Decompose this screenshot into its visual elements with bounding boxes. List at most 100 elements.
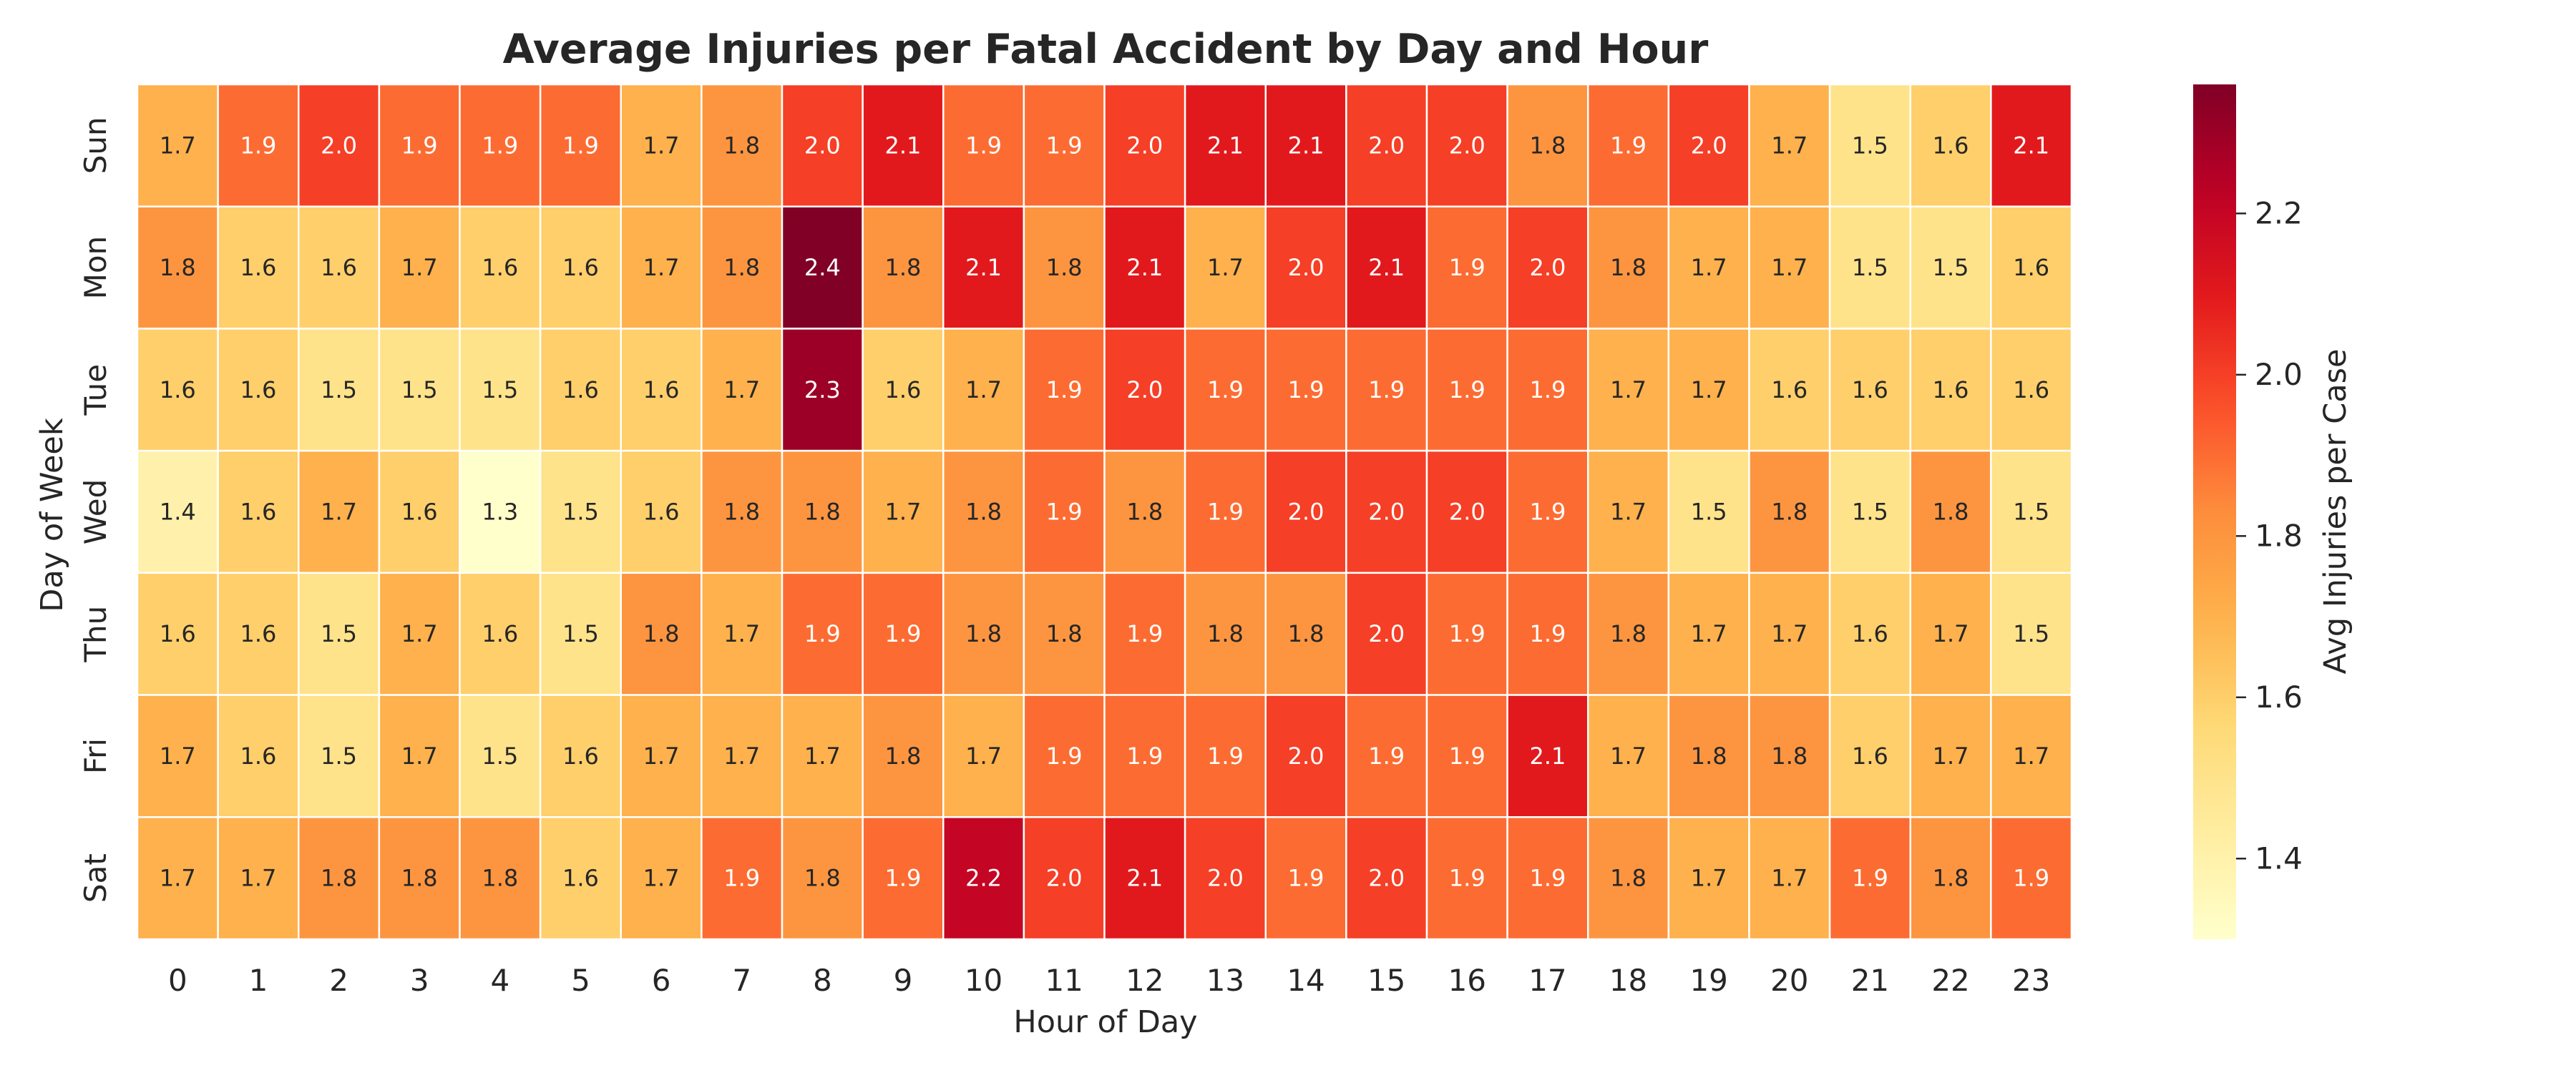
heatmap-cell bbox=[1425, 449, 1508, 574]
x-tick-label: 6 bbox=[652, 963, 671, 998]
heatmap-cell bbox=[298, 449, 381, 574]
y-tick-label: Fri bbox=[78, 738, 113, 774]
cell-value-label: 1.6 bbox=[1771, 376, 1807, 403]
cell-value-label: 1.7 bbox=[643, 743, 680, 770]
x-axis-ticks: 0 1 2 3 4 5 6 7 8 9 10 11 12 13 14 15 16 17 18 19 20 21 22 23 bbox=[168, 963, 2050, 998]
heatmap-cell bbox=[781, 816, 864, 941]
heatmap-cell bbox=[620, 328, 703, 452]
cell-value-label: 1.8 bbox=[1288, 620, 1324, 647]
cell-value-label: 1.7 bbox=[723, 620, 760, 647]
x-tick-label: 22 bbox=[1931, 963, 1969, 998]
heatmap-cell bbox=[781, 572, 864, 696]
cell-value-label: 1.9 bbox=[1207, 376, 1244, 403]
heatmap-cell bbox=[701, 694, 784, 818]
cell-value-label: 1.5 bbox=[2013, 499, 2049, 526]
cell-value-label: 1.8 bbox=[804, 865, 841, 892]
heatmap-cell bbox=[701, 816, 784, 941]
heatmap-cell bbox=[217, 816, 300, 941]
heatmap-cell bbox=[298, 694, 381, 818]
cell-value-label: 2.0 bbox=[1288, 743, 1324, 770]
heatmap-cell bbox=[1990, 572, 2073, 696]
cell-value-label: 1.8 bbox=[1691, 743, 1727, 770]
cell-value-label: 2.0 bbox=[1207, 865, 1244, 892]
cell-value-label: 1.5 bbox=[321, 620, 357, 647]
heatmap-cell bbox=[1909, 572, 1992, 696]
cell-value-label: 1.5 bbox=[401, 376, 438, 403]
cell-value-label: 1.9 bbox=[240, 132, 276, 159]
heatmap-cell bbox=[862, 449, 945, 574]
cell-value-label: 1.6 bbox=[482, 254, 518, 281]
heatmap-cell bbox=[539, 694, 622, 818]
cell-value-label: 2.0 bbox=[1368, 499, 1405, 526]
cell-value-label: 1.6 bbox=[562, 254, 599, 281]
heatmap-cell bbox=[942, 816, 1025, 941]
colorbar-label: Avg Injuries per Case bbox=[2318, 349, 2353, 675]
cell-value-label: 1.8 bbox=[1126, 499, 1163, 526]
heatmap-cell bbox=[1345, 328, 1428, 452]
y-axis-ticks: Sun Mon Tue Wed Thu Fri Sat bbox=[78, 117, 113, 903]
heatmap-cell bbox=[1184, 83, 1267, 207]
cell-value-label: 1.6 bbox=[562, 376, 599, 403]
cell-value-label: 1.7 bbox=[1933, 743, 1969, 770]
y-tick-label: Sat bbox=[78, 853, 113, 903]
heatmap-cell bbox=[1425, 572, 1508, 696]
cell-value-label: 1.6 bbox=[160, 620, 196, 647]
chart-title: Average Injuries per Fatal Accident by D… bbox=[503, 26, 1709, 73]
heatmap-cell bbox=[1748, 83, 1831, 207]
cell-value-label: 1.9 bbox=[1610, 132, 1646, 159]
cell-value-label: 1.7 bbox=[1771, 132, 1807, 159]
cell-value-label: 1.8 bbox=[160, 254, 196, 281]
x-tick-label: 10 bbox=[965, 963, 1002, 998]
y-axis-label: Day of Week bbox=[34, 418, 70, 612]
colorbar-tick-label: 2.2 bbox=[2255, 195, 2303, 230]
heatmap-cell bbox=[781, 694, 864, 818]
heatmap-cell bbox=[1909, 449, 1992, 574]
cell-value-label: 1.5 bbox=[482, 743, 518, 770]
heatmap-cell bbox=[1103, 449, 1186, 574]
cell-value-label: 1.8 bbox=[1046, 254, 1083, 281]
cell-value-label: 1.9 bbox=[804, 620, 841, 647]
heatmap-cell bbox=[1748, 328, 1831, 452]
heatmap-cell bbox=[217, 694, 300, 818]
colorbar-tick-label: 2.0 bbox=[2255, 357, 2303, 392]
heatmap-cell bbox=[136, 449, 219, 574]
heatmap-cell bbox=[1506, 694, 1589, 818]
cell-value-label: 2.1 bbox=[1529, 743, 1566, 770]
heatmap-cell bbox=[1103, 328, 1186, 452]
heatmap-cell bbox=[942, 572, 1025, 696]
x-tick-label: 20 bbox=[1770, 963, 1808, 998]
cell-value-label: 1.7 bbox=[965, 376, 1002, 403]
cell-value-label: 1.6 bbox=[401, 499, 438, 526]
heatmap-cell bbox=[378, 694, 461, 818]
y-tick-label: Sun bbox=[78, 117, 113, 174]
cell-value-label: 1.8 bbox=[1933, 499, 1969, 526]
x-tick-label: 4 bbox=[490, 963, 509, 998]
cell-value-label: 1.9 bbox=[2013, 865, 2049, 892]
y-tick-label: Mon bbox=[78, 236, 113, 300]
heatmap-cell bbox=[1667, 328, 1750, 452]
cell-value-label: 1.8 bbox=[804, 499, 841, 526]
heatmap-cell bbox=[1184, 694, 1267, 818]
cell-value-label: 1.7 bbox=[1933, 620, 1969, 647]
heatmap-cell bbox=[1828, 816, 1911, 941]
heatmap-cell bbox=[1264, 449, 1347, 574]
cell-value-label: 2.1 bbox=[884, 132, 921, 159]
cell-value-label: 1.9 bbox=[1449, 376, 1485, 403]
cell-value-label: 1.6 bbox=[1852, 620, 1888, 647]
cell-value-label: 1.7 bbox=[401, 254, 438, 281]
cell-value-label: 1.8 bbox=[643, 620, 680, 647]
cell-value-label: 1.7 bbox=[1691, 620, 1727, 647]
cell-value-label: 2.2 bbox=[965, 865, 1002, 892]
cell-value-label: 1.5 bbox=[1852, 499, 1888, 526]
cell-value-label: 1.5 bbox=[482, 376, 518, 403]
heatmap-cell bbox=[1345, 83, 1428, 207]
heatmap-cell bbox=[459, 328, 542, 452]
x-tick-label: 0 bbox=[168, 963, 187, 998]
heatmap-cell bbox=[1184, 572, 1267, 696]
cell-value-label: 1.8 bbox=[1046, 620, 1083, 647]
heatmap-cell bbox=[378, 449, 461, 574]
cell-value-label: 1.8 bbox=[1610, 865, 1646, 892]
cell-value-label: 1.8 bbox=[1610, 254, 1646, 281]
cell-value-label: 2.0 bbox=[1288, 499, 1324, 526]
